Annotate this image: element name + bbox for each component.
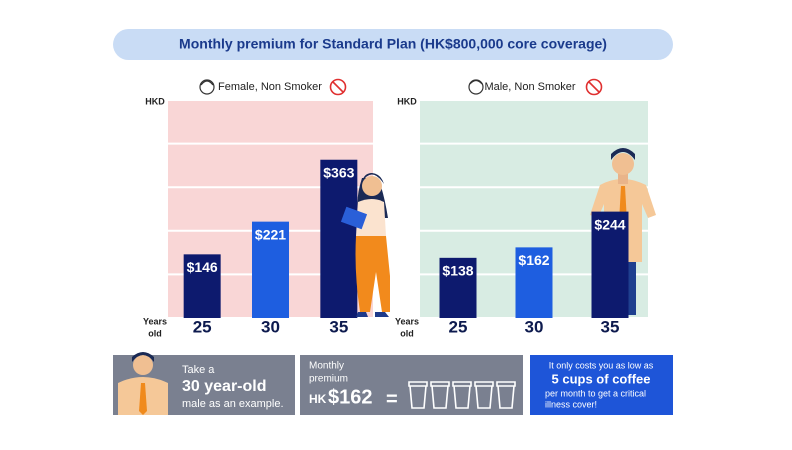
- x-tick-label: 35: [329, 317, 348, 336]
- male-icon: [468, 79, 484, 95]
- female-icon: [199, 79, 215, 95]
- value-label: $138: [442, 263, 473, 279]
- x-axis-label: old: [400, 328, 414, 338]
- bar: [183, 254, 221, 318]
- y-axis-label: HKD: [145, 96, 165, 106]
- woman-illustration: [340, 173, 390, 317]
- bar: [320, 159, 358, 318]
- note-text: per month to get a critical: [545, 388, 646, 398]
- premium-amount: $162: [328, 386, 373, 408]
- bar: [439, 257, 477, 318]
- title: Monthly premium for Standard Plan (HK$80…: [179, 36, 607, 52]
- x-tick-label: 35: [601, 317, 620, 336]
- premium-label: Monthly: [309, 361, 344, 372]
- example-text: Take a: [182, 364, 215, 376]
- bar: [515, 247, 553, 318]
- x-tick-label: 25: [449, 317, 468, 336]
- title-banner: [113, 29, 673, 60]
- no-smoking-icon: [329, 78, 347, 96]
- note-text: 5 cups of coffee: [552, 371, 651, 386]
- chart-subtitle: Female, Non Smoker: [218, 81, 322, 93]
- premium-prefix: HK: [309, 392, 327, 406]
- example-text: 30 year-old: [182, 378, 266, 395]
- value-label: $244: [594, 216, 625, 232]
- premium-label: premium: [309, 374, 348, 385]
- value-label: $221: [255, 226, 286, 242]
- x-axis-label: Years: [395, 316, 419, 326]
- bar: [252, 221, 289, 318]
- x-tick-label: 30: [525, 317, 544, 336]
- x-tick-label: 30: [261, 317, 280, 336]
- example-text: male as an example.: [182, 398, 284, 410]
- note-text: illness cover!: [545, 399, 597, 409]
- x-tick-label: 25: [193, 317, 212, 336]
- value-label: $162: [518, 252, 549, 268]
- bar: [591, 211, 629, 318]
- coffee-cups: [408, 381, 516, 409]
- premium-equals: =: [386, 388, 398, 410]
- value-label: $363: [323, 164, 354, 180]
- x-axis-label: old: [148, 328, 162, 338]
- chart-subtitle: Male, Non Smoker: [484, 81, 575, 93]
- y-axis-label: HKD: [397, 96, 417, 106]
- man-icon: [118, 352, 168, 415]
- note-text: It only costs you as low as: [549, 360, 654, 370]
- value-label: $146: [187, 259, 218, 275]
- no-smoking-icon: [585, 78, 603, 96]
- note-panel: [530, 355, 673, 415]
- x-axis-label: Years: [143, 316, 167, 326]
